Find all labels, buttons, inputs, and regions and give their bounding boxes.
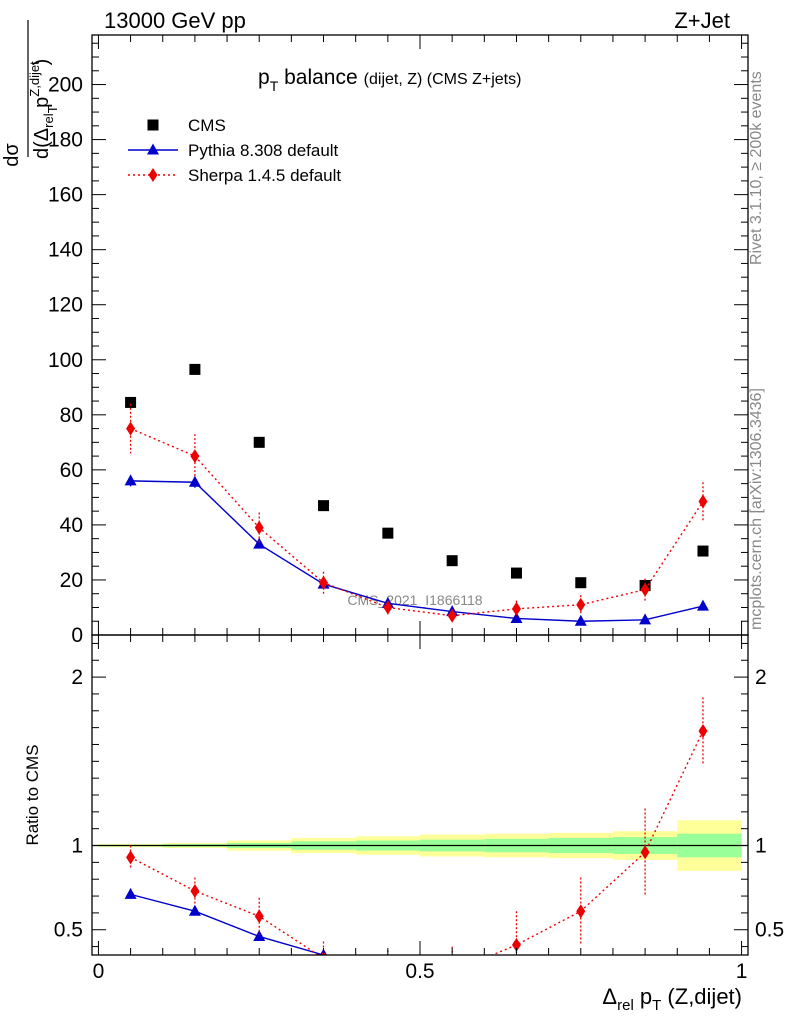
x-tick-label: 0 (93, 960, 105, 983)
y-label-numerator: dσ (1, 143, 23, 167)
legend-label: Pythia 8.308 default (188, 141, 339, 160)
main-y-tick-label: 60 (60, 459, 83, 482)
analysis-watermark: CMS_2021_I1866118 (347, 592, 482, 608)
main-y-axis-label: dσ d(Δrel pZ,dijetT) (1, 20, 60, 167)
pythia-point (574, 614, 587, 626)
cms-series (125, 363, 709, 591)
pythia-point (639, 613, 652, 625)
header-right-label: Z+Jet (674, 8, 730, 33)
main-y-tick-label: 120 (48, 294, 83, 317)
sherpa-point (254, 909, 264, 924)
legend-marker (147, 119, 159, 131)
main-y-tick-label: 40 (60, 514, 83, 537)
sherpa-point (319, 575, 329, 590)
axes-layer: 0 0.5 1 0 20 40 60 80 100 120 140 160 180 200 0.5 0.5 1 1… (48, 34, 784, 983)
sherpa-point (254, 520, 264, 535)
cms-point (697, 545, 709, 557)
ratio-series-layer (124, 697, 709, 979)
y-label-denominator: d(Δrel pZ,dijetT) (27, 59, 60, 159)
ratio-y-tick-label-right: 0.5 (755, 919, 784, 942)
sherpa-point (640, 582, 650, 597)
cms-point (318, 500, 330, 512)
legend: CMS Pythia 8.308 default Sherpa 1.4.5 defa… (128, 116, 341, 185)
cms-point (253, 436, 265, 448)
pythia-point (188, 904, 201, 916)
main-y-tick-label: 20 (60, 569, 83, 592)
legend-label: Sherpa 1.4.5 default (188, 166, 341, 185)
cms-point (189, 363, 201, 375)
sherpa-series (126, 697, 708, 979)
sherpa-point (698, 724, 708, 738)
main-y-tick-label: 160 (48, 184, 83, 207)
x-axis-label: Δrel pT (Z,dijet) (602, 984, 742, 1014)
pythia-point (696, 599, 709, 611)
ratio-y-tick-label-left: 1 (71, 835, 83, 858)
header-left-label: 13000 GeV pp (104, 8, 246, 33)
mcplots-side-label: mcplots.cern.ch [arXiv:1306.3436] (748, 388, 765, 630)
main-plot-title: pT balance (dijet, Z) (CMS Z+jets) (258, 66, 521, 94)
ratio-y-tick-label-right: 1 (755, 835, 767, 858)
pythia-point (253, 537, 266, 549)
sherpa-point (190, 884, 200, 898)
legend-entry: Sherpa 1.4.5 default (128, 166, 341, 185)
pythia-point (382, 957, 394, 968)
pythia-point (188, 475, 201, 487)
main-y-tick-label: 0 (71, 624, 83, 647)
sherpa-point (576, 904, 586, 919)
pythia-point (253, 929, 266, 941)
sherpa-point (448, 965, 457, 979)
sherpa-point (511, 937, 521, 952)
pythia-point (510, 611, 523, 623)
pythia-line (130, 893, 329, 955)
pythia-point (124, 887, 137, 899)
cms-point (575, 577, 587, 589)
main-y-tick-label: 140 (48, 239, 83, 262)
sherpa-point (640, 845, 650, 860)
rivet-side-label: Rivet 3.1.10, ≥ 200k events (748, 71, 765, 265)
ratio-plot-frame (91, 634, 749, 956)
sherpa-point (383, 960, 392, 974)
pythia-point (446, 960, 458, 971)
pythia-point (697, 957, 709, 968)
sherpa-point (576, 597, 586, 612)
ratio-y-tick-label-right: 2 (755, 666, 767, 689)
legend-entry: CMS (147, 116, 226, 135)
sherpa-line (130, 427, 704, 617)
x-tick-label: 0.5 (405, 960, 434, 983)
main-y-tick-label: 180 (48, 129, 83, 152)
sherpa-point (126, 421, 136, 436)
cms-point (125, 396, 137, 408)
sherpa-point (126, 850, 136, 865)
legend-marker (147, 143, 159, 155)
ratio-y-tick-label-left: 0.5 (54, 919, 83, 942)
legend-label: CMS (188, 116, 226, 135)
x-tick-label: 1 (736, 960, 748, 983)
sherpa-point (511, 601, 521, 616)
legend-entry: Pythia 8.308 default (128, 141, 339, 160)
pythia-series (124, 887, 709, 976)
sherpa-point (383, 600, 393, 615)
cms-point (446, 555, 458, 567)
legend-marker (148, 168, 158, 182)
pythia-point (124, 474, 137, 486)
sherpa-series (126, 403, 708, 623)
ratio-y-axis-label: Ratio to CMS (23, 744, 42, 845)
main-y-tick-label: 100 (48, 349, 83, 372)
sherpa-point (447, 608, 457, 623)
cms-point (510, 567, 522, 579)
sherpa-point (190, 449, 200, 464)
main-y-tick-label: 200 (48, 74, 83, 97)
pythia-point (575, 965, 587, 976)
pythia-line (130, 480, 704, 622)
main-y-tick-label: 80 (60, 404, 83, 427)
sherpa-point (698, 494, 708, 509)
ratio-y-tick-label-left: 2 (71, 666, 83, 689)
cms-point (382, 527, 394, 539)
pythia-point (510, 964, 522, 975)
main-series-layer (124, 363, 709, 626)
pythia-point (639, 965, 651, 976)
